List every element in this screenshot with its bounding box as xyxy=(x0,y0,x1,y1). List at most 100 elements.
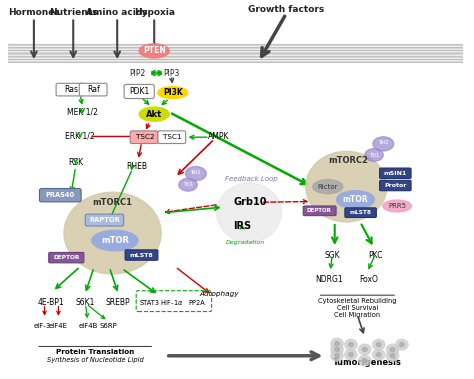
Ellipse shape xyxy=(363,359,367,363)
Text: Ras: Ras xyxy=(64,85,78,94)
Text: STAT3: STAT3 xyxy=(140,300,160,305)
Text: Akt: Akt xyxy=(146,110,163,119)
Text: NDRG1: NDRG1 xyxy=(315,275,343,284)
FancyBboxPatch shape xyxy=(303,206,336,216)
Text: PTEN: PTEN xyxy=(143,47,165,55)
Ellipse shape xyxy=(348,352,353,357)
Ellipse shape xyxy=(390,348,395,351)
Text: Tti1: Tti1 xyxy=(183,182,193,187)
Text: Tel2: Tel2 xyxy=(191,170,201,175)
Text: RSK: RSK xyxy=(68,158,83,167)
Text: MEK 1/2: MEK 1/2 xyxy=(67,108,98,117)
Text: eIF4B: eIF4B xyxy=(78,323,98,329)
Ellipse shape xyxy=(335,341,339,346)
FancyBboxPatch shape xyxy=(56,83,84,96)
Text: DEPTOR: DEPTOR xyxy=(307,208,332,213)
Text: Grb10: Grb10 xyxy=(233,196,267,207)
Text: 4E-BP1: 4E-BP1 xyxy=(38,298,64,307)
Text: Growth factors: Growth factors xyxy=(248,5,324,14)
Text: PI3K: PI3K xyxy=(163,88,182,97)
Ellipse shape xyxy=(179,179,197,191)
Text: Protein Translation: Protein Translation xyxy=(56,349,135,356)
Ellipse shape xyxy=(139,107,169,121)
Text: Synthesis of Nucleotide Lipid: Synthesis of Nucleotide Lipid xyxy=(47,357,144,363)
Text: RHEB: RHEB xyxy=(127,162,147,171)
Ellipse shape xyxy=(400,343,404,347)
FancyBboxPatch shape xyxy=(380,168,411,179)
FancyBboxPatch shape xyxy=(125,250,158,260)
Text: RAPTOR: RAPTOR xyxy=(89,217,120,223)
Text: Raf: Raf xyxy=(88,85,100,94)
Text: Amino acids: Amino acids xyxy=(86,8,148,17)
FancyBboxPatch shape xyxy=(124,85,154,99)
Text: PRR5: PRR5 xyxy=(388,203,406,209)
Ellipse shape xyxy=(330,350,344,361)
Text: TSC1: TSC1 xyxy=(164,134,182,140)
Ellipse shape xyxy=(376,343,381,347)
Ellipse shape xyxy=(358,344,371,355)
Text: S6RP: S6RP xyxy=(99,323,117,329)
Text: PIP2: PIP2 xyxy=(129,69,145,78)
Ellipse shape xyxy=(185,166,206,181)
Text: FoxO: FoxO xyxy=(359,275,378,284)
Ellipse shape xyxy=(306,151,387,222)
Ellipse shape xyxy=(358,355,371,366)
Ellipse shape xyxy=(363,348,367,351)
Text: mTORC2: mTORC2 xyxy=(328,156,369,165)
Text: mTOR: mTOR xyxy=(101,236,129,245)
Text: Hormones: Hormones xyxy=(8,8,60,17)
Ellipse shape xyxy=(386,350,399,361)
Text: Tumorigenesis: Tumorigenesis xyxy=(333,358,401,367)
FancyBboxPatch shape xyxy=(39,188,81,202)
FancyBboxPatch shape xyxy=(79,83,107,96)
Ellipse shape xyxy=(330,344,344,355)
Ellipse shape xyxy=(386,344,399,355)
Ellipse shape xyxy=(390,354,395,358)
Text: mLST8: mLST8 xyxy=(350,210,372,215)
Ellipse shape xyxy=(217,183,282,243)
Text: Degradation: Degradation xyxy=(226,240,265,245)
Text: AMPK: AMPK xyxy=(208,132,230,141)
Text: ERK 1/2: ERK 1/2 xyxy=(65,132,95,141)
Text: Rictor: Rictor xyxy=(318,184,338,190)
Text: S6K1: S6K1 xyxy=(75,298,94,307)
Text: PIP3: PIP3 xyxy=(163,69,180,78)
Ellipse shape xyxy=(335,348,339,351)
Ellipse shape xyxy=(345,349,357,360)
FancyBboxPatch shape xyxy=(85,214,124,226)
FancyBboxPatch shape xyxy=(49,252,84,263)
Ellipse shape xyxy=(365,149,383,161)
Ellipse shape xyxy=(373,137,394,151)
Ellipse shape xyxy=(383,200,411,212)
Ellipse shape xyxy=(372,349,385,360)
Text: Cell Survival: Cell Survival xyxy=(337,305,378,311)
Text: SREBP: SREBP xyxy=(106,298,130,307)
Text: Cytoskeletal Rebuilding: Cytoskeletal Rebuilding xyxy=(318,298,397,304)
Text: Autophagy: Autophagy xyxy=(199,291,239,298)
FancyBboxPatch shape xyxy=(130,131,158,144)
Ellipse shape xyxy=(330,338,344,349)
Text: mSIN1: mSIN1 xyxy=(383,171,407,176)
Ellipse shape xyxy=(158,87,188,99)
Text: Nutrients: Nutrients xyxy=(49,8,98,17)
Text: PP2A: PP2A xyxy=(188,300,205,305)
Text: mLST8: mLST8 xyxy=(129,252,154,258)
Text: Protor: Protor xyxy=(384,183,407,188)
Text: mTORC1: mTORC1 xyxy=(92,198,133,207)
Text: IRS: IRS xyxy=(233,221,251,231)
Text: Tti1: Tti1 xyxy=(369,152,379,158)
Text: eIF4E: eIF4E xyxy=(49,323,68,329)
Text: mTOR: mTOR xyxy=(343,195,368,204)
Text: Cell Migration: Cell Migration xyxy=(334,312,381,318)
Ellipse shape xyxy=(395,339,408,350)
Ellipse shape xyxy=(376,352,381,357)
Ellipse shape xyxy=(92,230,138,251)
Ellipse shape xyxy=(337,191,374,208)
Ellipse shape xyxy=(313,180,343,194)
FancyBboxPatch shape xyxy=(158,131,186,144)
Text: SGK: SGK xyxy=(325,251,340,260)
Text: TSC2: TSC2 xyxy=(136,134,154,140)
Text: PRAS40: PRAS40 xyxy=(46,192,75,198)
Text: HIF-1$\alpha$: HIF-1$\alpha$ xyxy=(160,298,183,307)
Ellipse shape xyxy=(345,339,357,350)
